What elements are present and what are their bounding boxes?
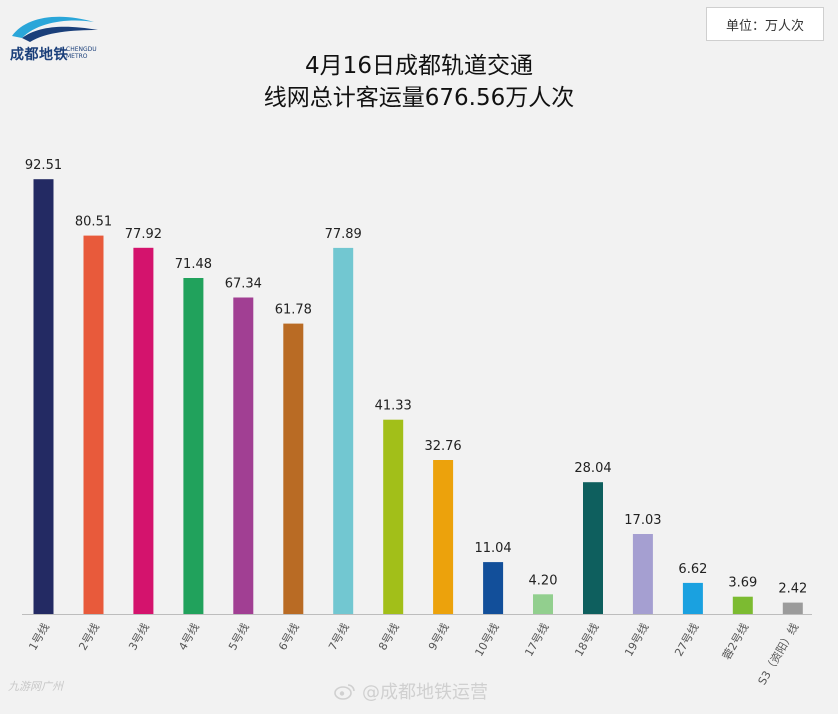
bar-8 (383, 419, 404, 614)
metro-logo: 成都地铁 CHENGDU METRO (8, 10, 108, 65)
bar-9 (433, 460, 454, 614)
value-label: 17.03 (624, 513, 661, 528)
bar-4 (183, 278, 204, 614)
bar-3 (133, 247, 154, 615)
bar-5 (233, 297, 254, 614)
x-tick-label: 8号线 (375, 621, 402, 653)
value-label: 71.48 (175, 257, 212, 272)
value-label: 92.51 (25, 158, 62, 173)
weibo-watermark: @成都地铁运营 (334, 678, 488, 704)
value-label: 80.51 (75, 215, 112, 230)
bar-7 (333, 247, 354, 614)
bar-11 (533, 594, 553, 614)
bar-1 (33, 179, 54, 614)
bar-13 (632, 534, 653, 614)
bar-12 (583, 482, 603, 614)
value-label: 77.89 (325, 227, 362, 242)
title-line-1: 4月16日成都轨道交通 (305, 53, 533, 79)
value-label: 77.92 (125, 227, 162, 242)
x-tick-label: 蓉2号线 (719, 621, 751, 663)
value-label: 11.04 (474, 541, 511, 556)
value-label: 32.76 (424, 439, 461, 454)
x-tick-label: 9号线 (425, 621, 452, 653)
weibo-icon (334, 684, 355, 700)
x-tick-label: 3号线 (125, 621, 152, 653)
logo-subtext: CHENGDU METRO (66, 46, 97, 60)
bar-15 (732, 596, 753, 614)
x-tick-label: 10号线 (472, 621, 502, 659)
bar-6 (283, 323, 304, 614)
value-label: 61.78 (275, 303, 312, 318)
value-label: 41.33 (375, 399, 412, 414)
value-label: 4.20 (529, 573, 558, 588)
bar-2 (83, 235, 104, 614)
bar-16 (782, 602, 803, 614)
logo-text: 成都地铁 (10, 47, 68, 63)
x-tick-label: 19号线 (621, 621, 651, 659)
x-tick-label: S3（资阳）线 (755, 621, 802, 688)
metro-logo-icon (12, 16, 98, 42)
value-label: 6.62 (678, 562, 707, 577)
value-label: 3.69 (728, 576, 757, 591)
x-tick-label: 18号线 (571, 621, 601, 659)
bar-10 (483, 562, 504, 614)
x-tick-label: 4号线 (175, 621, 202, 653)
value-label: 67.34 (225, 277, 262, 292)
x-tick-label: 5号线 (225, 621, 252, 653)
x-tick-label: 6号线 (275, 621, 302, 653)
value-label: 28.04 (574, 461, 611, 476)
chart-title: 4月16日成都轨道交通 线网总计客运量676.56万人次 (0, 50, 838, 114)
x-tick-label: 17号线 (521, 621, 551, 659)
x-tick-label: 27号线 (671, 621, 701, 659)
title-line-2: 线网总计客运量676.56万人次 (263, 85, 575, 111)
bar-14 (682, 582, 703, 614)
watermark-text: @成都地铁运营 (362, 682, 488, 703)
value-label: 2.42 (778, 582, 807, 597)
x-tick-label: 1号线 (25, 621, 52, 653)
watermark-left: 九游网广州 (8, 680, 63, 693)
x-tick-label: 2号线 (75, 621, 102, 653)
unit-label: 单位：万人次 (706, 7, 824, 41)
x-tick-label: 7号线 (325, 621, 352, 653)
